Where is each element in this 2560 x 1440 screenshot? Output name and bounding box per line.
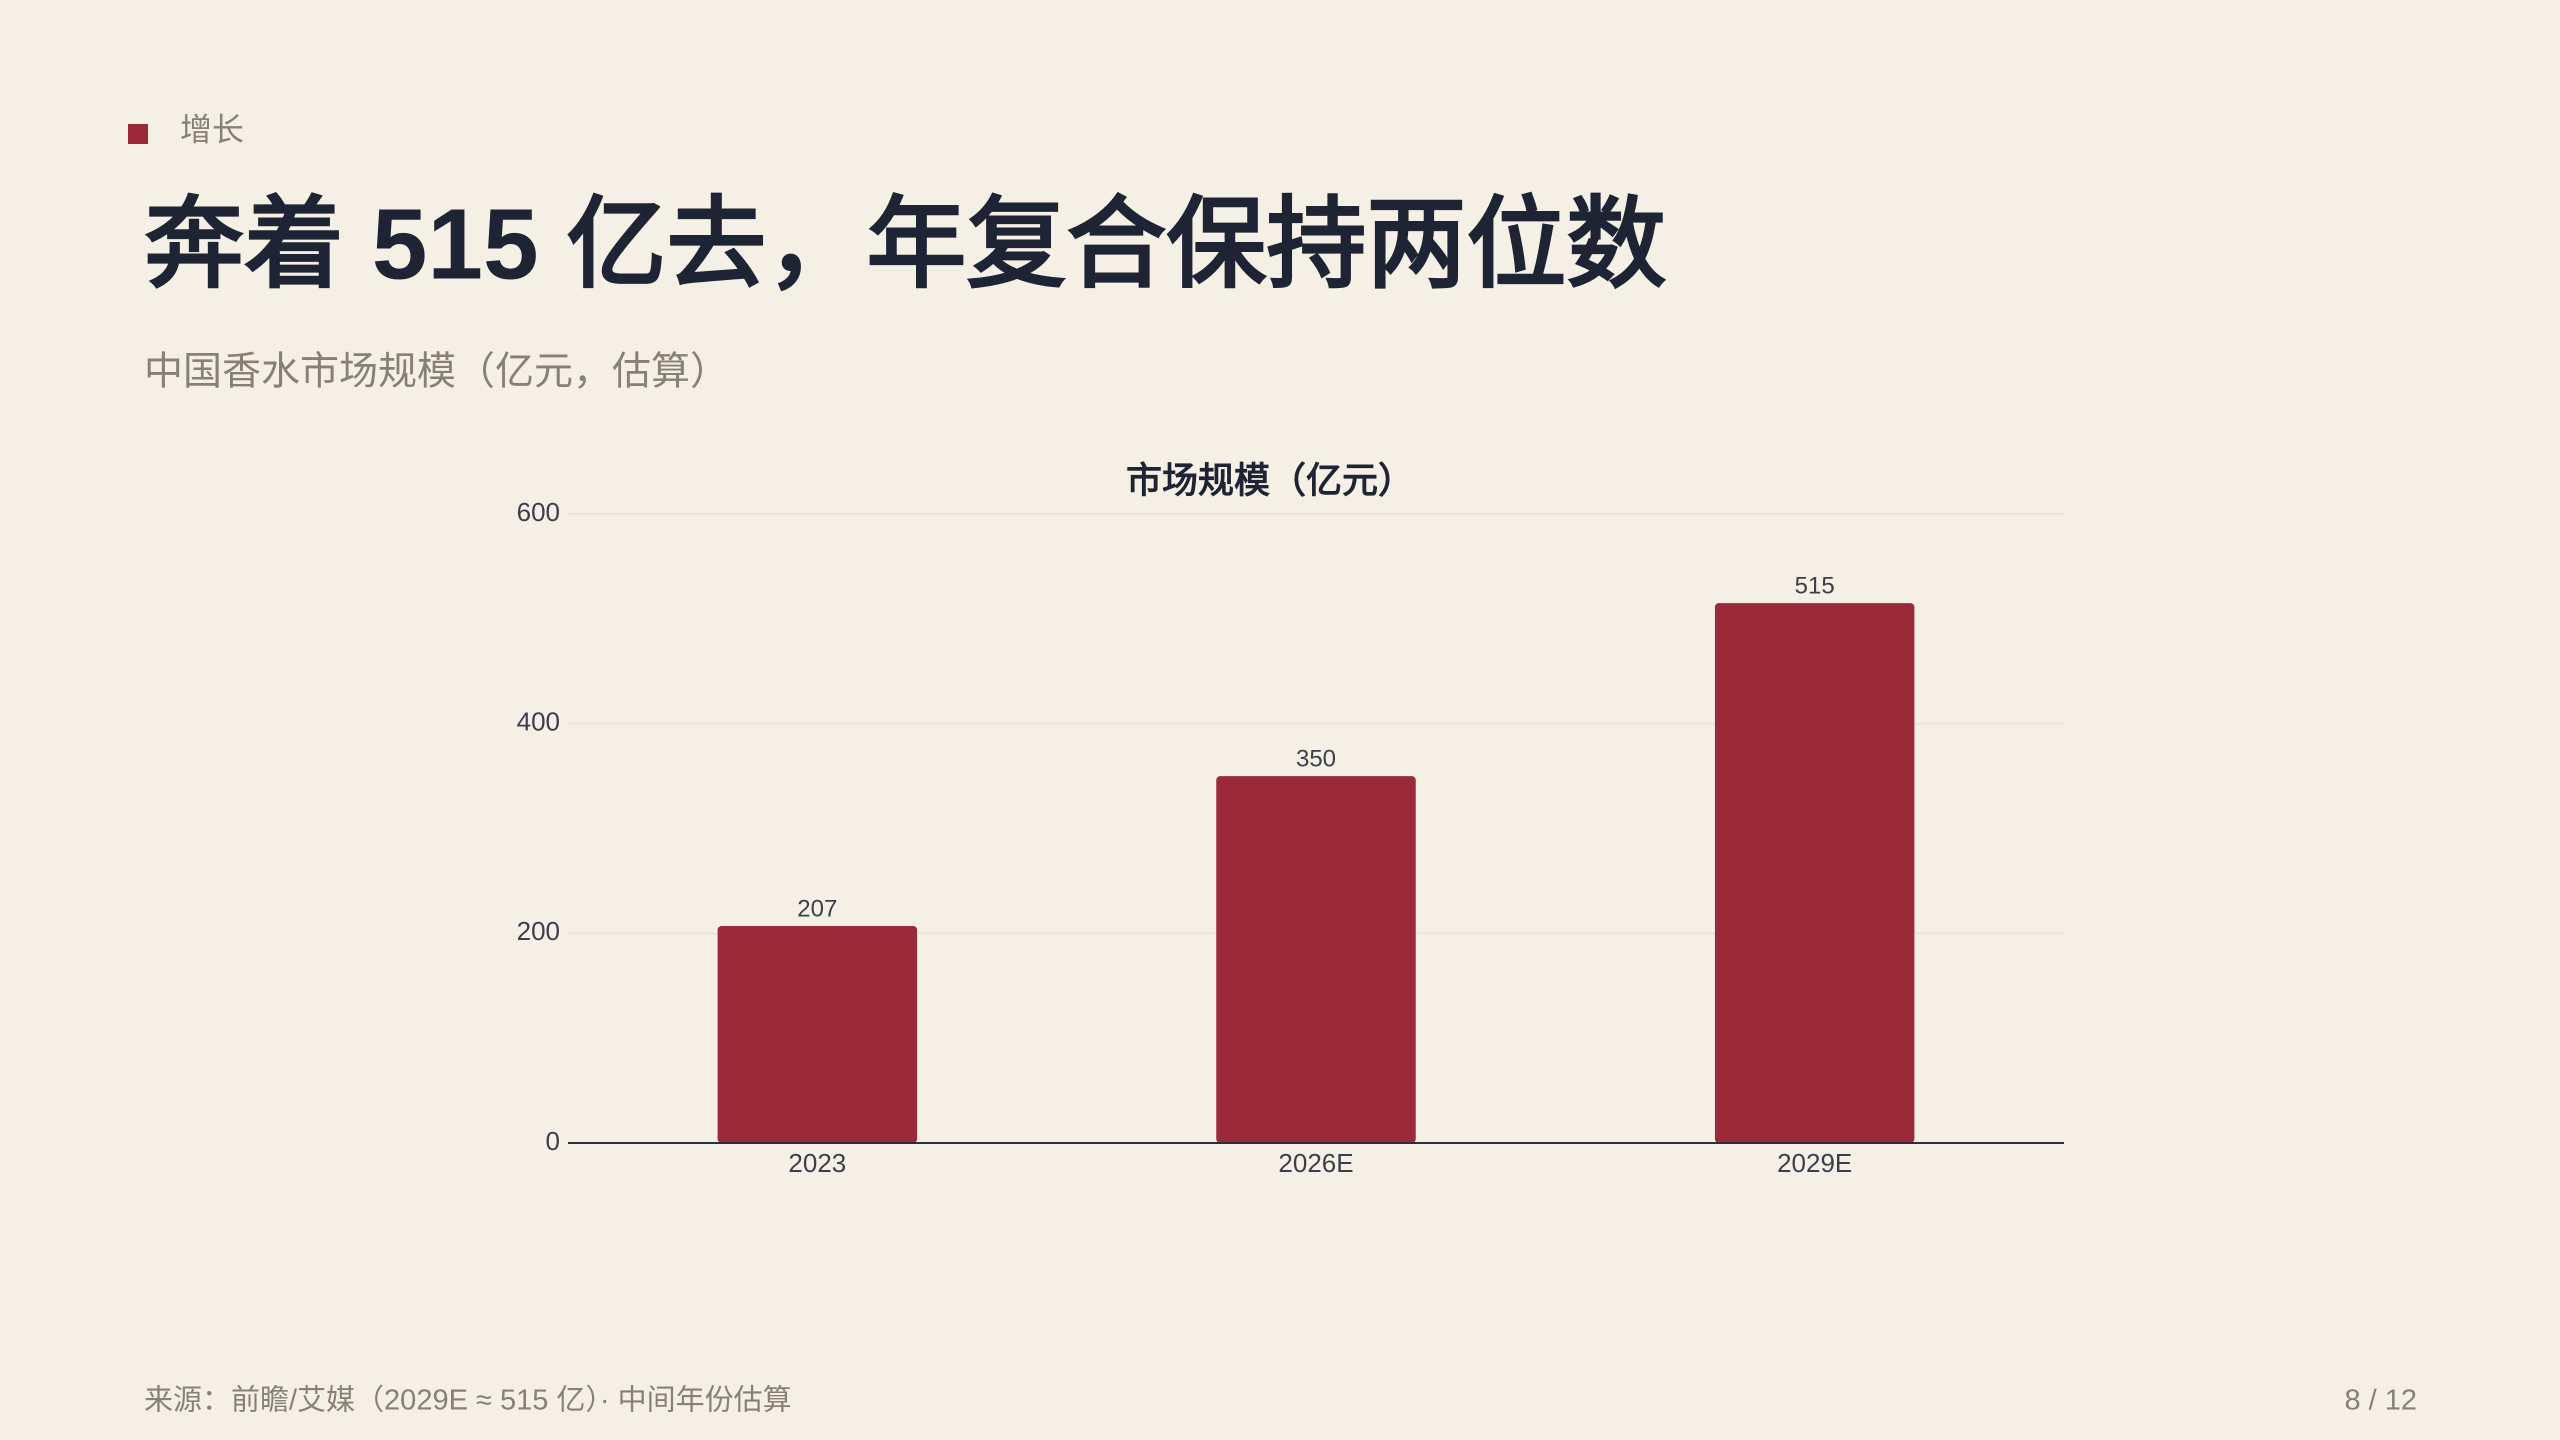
data-label: 207 [797,895,837,922]
tag: 增长 [180,111,244,147]
title: 奔着 515 亿去，年复合保持两位数 [144,188,1666,300]
bar [1216,776,1416,1143]
x-tick-label: 2029E [1777,1148,1852,1178]
plot: 0 200 400 600 207 2023 350 2026E 515 2029E [517,497,2064,1178]
page-number: 8 / 12 [2344,1385,2417,1417]
footer-source: 来源：前瞻/艾媒（2029E ≈ 515 亿）· 中间年份估算 [144,1384,792,1417]
data-label: 515 [1795,572,1835,599]
x-tick-label: 2023 [788,1148,846,1178]
data-label: 350 [1296,745,1336,772]
y-tick-label: 200 [517,916,560,946]
chart-title: 市场规模（亿元） [1126,460,1414,501]
y-tick-label: 400 [517,707,560,737]
tag-square [128,124,148,144]
bar [1714,603,1915,1143]
bar [717,925,918,1143]
subtitle: 中国香水市场规模（亿元，估算） [144,350,729,393]
y-tick-label: 0 [546,1126,560,1156]
y-tick-label: 600 [517,497,560,527]
x-tick-label: 2026E [1278,1148,1353,1178]
